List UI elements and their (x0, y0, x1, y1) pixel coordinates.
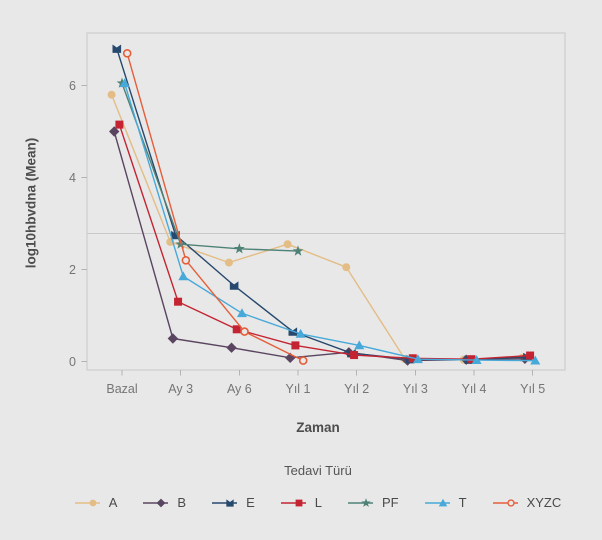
legend-item-label: B (177, 495, 187, 510)
marker-T-2 (236, 308, 247, 318)
legend-marker-B (143, 498, 169, 507)
series-A (107, 90, 527, 364)
marker-L-1 (174, 297, 183, 306)
x-tick-label-3: Yıl 1 (286, 382, 311, 396)
marker-A-2 (224, 258, 233, 267)
marker-T-4 (354, 340, 365, 350)
x-tick-label-5: Yıl 3 (403, 382, 428, 396)
series-line-T (123, 82, 536, 362)
plot-border (86, 32, 566, 371)
y-axis: 0 2 4 6 (69, 79, 87, 369)
marker-E-0 (112, 44, 122, 53)
marker-L-6 (467, 355, 476, 364)
marker-L-7 (526, 351, 535, 360)
marker-A-0 (107, 90, 116, 99)
marker-T-3 (295, 328, 306, 338)
marker-B-3 (285, 352, 296, 364)
x-tick-label-2: Ay 6 (227, 382, 252, 396)
marker-PF-3 (292, 245, 304, 256)
marker-T-5 (412, 354, 423, 364)
legend-marker-XYZC (492, 498, 518, 507)
legend-item-XYZC[interactable]: XYZC (492, 495, 562, 510)
y-tick-label-3: 6 (69, 79, 76, 93)
x-tick-label-6: Yıl 4 (462, 382, 487, 396)
marker-L-0 (115, 120, 124, 129)
marker-XYZC-2 (240, 327, 249, 336)
marker-B-1 (167, 333, 179, 344)
marker-T-7 (530, 355, 541, 365)
marker-XYZC-3 (298, 356, 308, 365)
legend-item-label: A (108, 495, 118, 510)
legend: A B E L PF T XYZC (17, 495, 602, 510)
y-tick-label-2: 4 (69, 171, 76, 185)
y-axis-title: log10hbvdna (Mean) (23, 137, 39, 269)
marker-T-1 (178, 271, 189, 281)
x-tick-label-1: Ay 3 (168, 382, 193, 396)
legend-item-B[interactable]: B (143, 495, 186, 510)
x-tick-label-7: Yıl 5 (520, 382, 545, 396)
legend-glyph-A (89, 499, 97, 506)
legend-marker-T (424, 498, 450, 506)
x-axis: Bazal Ay 3 Ay 6 Yıl 1 Yıl 2 Yıl 3 Yıl 4 Yıl 5 (106, 370, 545, 396)
marker-PF-0 (116, 77, 128, 88)
marker-L-3 (291, 341, 300, 350)
marker-E-2 (229, 281, 239, 290)
legend-item-PF[interactable]: PF (348, 495, 399, 510)
series-L (115, 120, 535, 364)
y-tick-label-1: 2 (69, 263, 76, 277)
marker-A-3 (283, 240, 292, 249)
legend-marker-E (212, 498, 238, 507)
series-line-B (113, 131, 525, 362)
marker-L-4 (350, 351, 359, 360)
series-line-XYZC (126, 53, 304, 362)
x-axis-title: Zaman (296, 420, 340, 435)
series-PF (116, 77, 304, 256)
legend-marker-PF (348, 497, 373, 507)
marker-T-0 (119, 78, 130, 88)
legend-item-label: XYZC (526, 495, 562, 510)
legend-item-E[interactable]: E (212, 495, 255, 510)
series-line-PF (121, 82, 299, 252)
legend-marker-A (74, 499, 100, 506)
legend-item-label: E (246, 495, 255, 510)
legend-glyph-E (226, 498, 234, 507)
legend-glyph-B (157, 498, 166, 507)
legend-title: Tedavi Türü (284, 463, 352, 478)
marker-PF-2 (233, 243, 245, 254)
series-XYZC (122, 48, 308, 365)
marker-A-4 (342, 263, 351, 272)
legend-item-L[interactable]: L (280, 495, 322, 510)
legend-glyph-XYZC (506, 498, 515, 507)
legend-glyph-L (295, 499, 303, 506)
legend-marker-L (280, 499, 306, 506)
series-E (112, 44, 532, 364)
marker-B-2 (226, 342, 237, 353)
marker-L-2 (232, 325, 241, 334)
marker-XYZC-0 (122, 48, 132, 58)
y-tick-label-0: 0 (69, 355, 76, 369)
marker-XYZC-1 (181, 255, 191, 265)
series-line-L (118, 124, 531, 360)
legend-item-label: L (314, 495, 322, 510)
x-tick-label-4: Yıl 2 (344, 382, 369, 396)
marker-T-6 (471, 355, 482, 365)
legend-item-label: T (458, 495, 467, 510)
x-tick-label-0: Bazal (106, 382, 137, 396)
series-line-E (116, 48, 528, 361)
series-B (109, 126, 531, 366)
legend-glyph-T (438, 498, 447, 506)
legend-item-T[interactable]: T (424, 495, 467, 510)
legend-glyph-PF (361, 497, 371, 507)
series-T (119, 78, 541, 365)
legend-item-label: PF (382, 495, 399, 510)
legend-item-A[interactable]: A (74, 495, 118, 510)
line-chart-plot: Bazal Ay 3 Ay 6 Yıl 1 Yıl 2 Yıl 3 Yıl 4 Yıl 5 0 2… (69, 32, 566, 396)
